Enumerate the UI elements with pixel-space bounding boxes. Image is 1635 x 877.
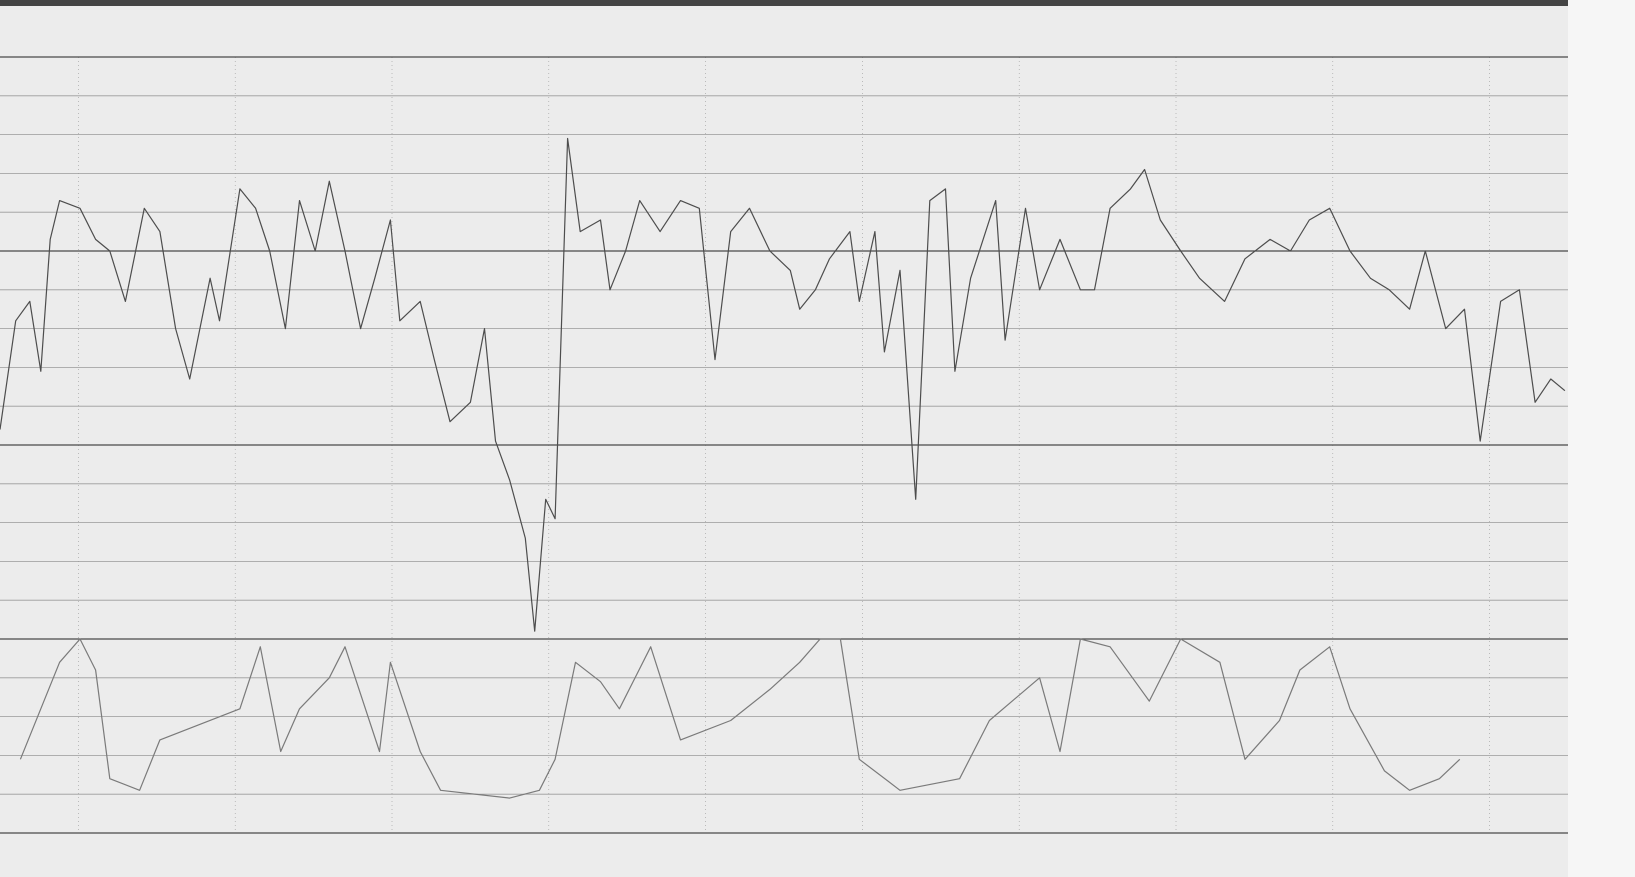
- trace: [19, 638, 1461, 799]
- top-edge: [0, 0, 1568, 6]
- trace: [0, 137, 1566, 632]
- chart-paper: [0, 0, 1568, 877]
